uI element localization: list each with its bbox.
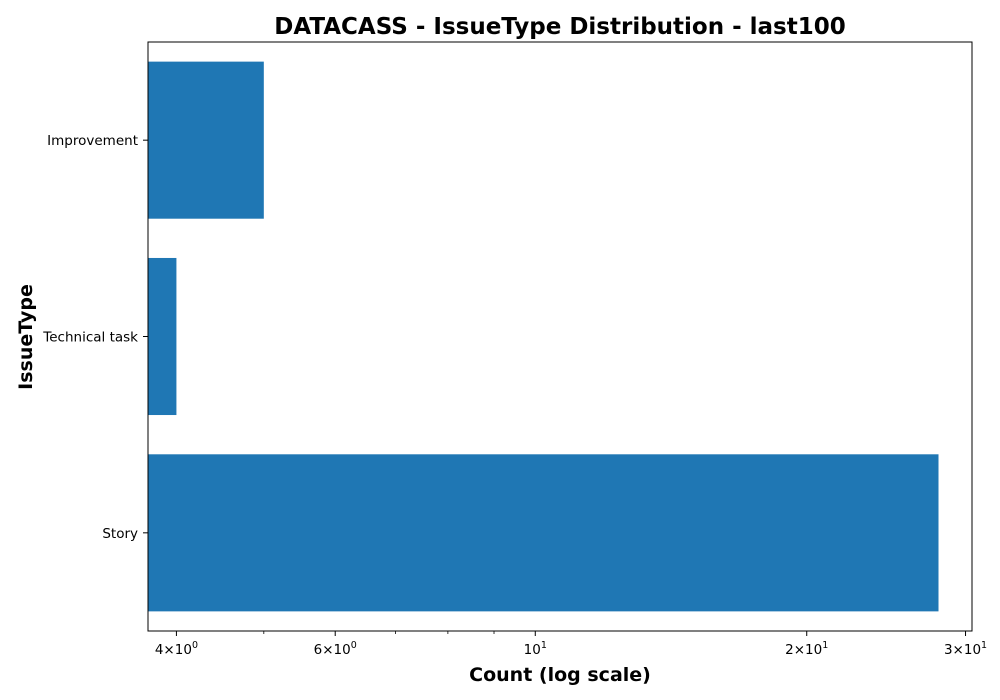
y-tick-label-technical-task: Technical task: [42, 330, 138, 346]
y-axis-label: IssueType: [15, 284, 37, 390]
x-tick-label: 4×100: [155, 640, 198, 658]
y-tick-label-improvement: Improvement: [47, 133, 138, 149]
plot-area-frame: [147, 41, 973, 632]
y-axis: Story Technical task Improvement: [42, 133, 148, 542]
bar-story: [148, 454, 939, 612]
x-axis: 4×100 6×100 101 2×101 3×101: [155, 631, 987, 658]
bars-layer: [148, 61, 939, 612]
bar-improvement: [148, 61, 264, 219]
x-tick-label: 101: [524, 640, 547, 658]
x-tick-label: 3×101: [944, 640, 987, 658]
x-axis-label: Count (log scale): [469, 664, 651, 686]
y-tick-label-story: Story: [102, 526, 138, 542]
x-tick-label: 2×101: [785, 640, 828, 658]
bar-technical-task: [148, 257, 177, 416]
chart-title: DATACASS - IssueType Distribution - last…: [274, 14, 846, 40]
x-tick-label: 6×100: [314, 640, 357, 658]
